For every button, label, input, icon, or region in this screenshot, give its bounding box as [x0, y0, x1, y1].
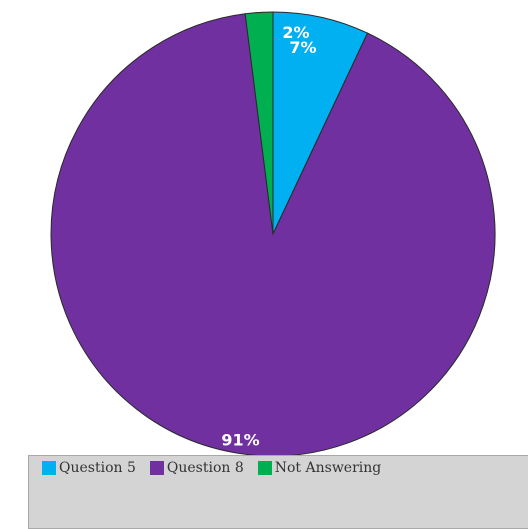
legend-label-question-8: Question 8	[166, 460, 244, 476]
pie-label-not-answering: 2%	[282, 23, 309, 42]
legend-swatch-question-8	[149, 461, 164, 475]
legend-label-question-5: Question 5	[59, 460, 136, 476]
legend-swatch-not-answering	[257, 461, 272, 475]
legend-swatch-question-5	[42, 461, 56, 475]
chart-legend: Question 5 Question 8 Not Answering	[28, 455, 528, 529]
pie-slice-question-8[interactable]	[50, 13, 496, 455]
pie-label-question-5: 7%	[289, 38, 316, 57]
legend-label-not-answering: Not Answering	[274, 460, 382, 476]
pie-slice-not-answering[interactable]	[244, 11, 274, 235]
pie-chart-svg: 7% 91% 2%	[50, 11, 496, 455]
pie-label-question-8: 91%	[221, 430, 259, 449]
legend-item-not-answering[interactable]: Not Answering	[257, 460, 382, 476]
legend-item-question-5[interactable]: Question 5	[42, 460, 136, 476]
legend-item-question-8[interactable]: Question 8	[149, 460, 244, 476]
